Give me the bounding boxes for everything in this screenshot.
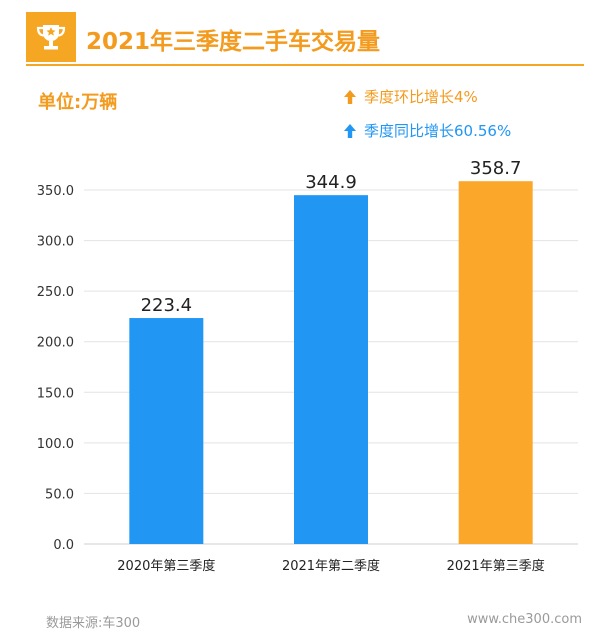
x-tick-label: 2020年第三季度 <box>117 558 215 574</box>
legend-yoy-text: 季度同比增长60.56% <box>364 122 512 140</box>
bar-value-label: 358.7 <box>470 158 522 179</box>
y-tick-label: 100.0 <box>37 437 74 452</box>
trophy-star-icon <box>36 25 66 50</box>
bar <box>129 318 204 544</box>
x-tick-label: 2021年第三季度 <box>447 558 545 574</box>
y-tick-label: 200.0 <box>37 336 74 351</box>
legend-yoy: 季度同比增长60.56% <box>344 120 511 141</box>
bar-chart: 0.0 50.0 100.0 150.0 200.0 250.0 300.0 350.0 22… <box>37 158 578 574</box>
arrow-up-icon <box>344 124 356 138</box>
x-tick-label: 2021年第二季度 <box>282 558 380 574</box>
bar <box>458 181 533 545</box>
unit-label: 单位:万辆 <box>38 92 118 113</box>
data-source: 数据来源:车300 <box>46 616 141 631</box>
y-tick-label: 150.0 <box>37 386 74 401</box>
y-tick-label: 350.0 <box>37 184 74 199</box>
chart-header: 2021年三季度二手车交易量 <box>26 12 584 64</box>
y-tick-label: 0.0 <box>53 538 74 553</box>
y-tick-label: 250.0 <box>37 285 74 300</box>
legend-qoq-text: 季度环比增长4% <box>364 88 478 106</box>
header-divider <box>26 64 584 66</box>
title-badge <box>26 12 76 62</box>
bar <box>294 195 368 544</box>
y-tick-label: 300.0 <box>37 235 74 250</box>
website-link[interactable]: www.che300.com <box>467 612 582 627</box>
legend-qoq: 季度环比增长4% <box>344 86 478 107</box>
y-tick-label: 50.0 <box>45 487 74 502</box>
chart-title: 2021年三季度二手车交易量 <box>86 29 381 55</box>
bar-value-label: 223.4 <box>141 295 193 316</box>
arrow-up-icon <box>344 90 356 104</box>
bar-value-label: 344.9 <box>305 172 357 193</box>
